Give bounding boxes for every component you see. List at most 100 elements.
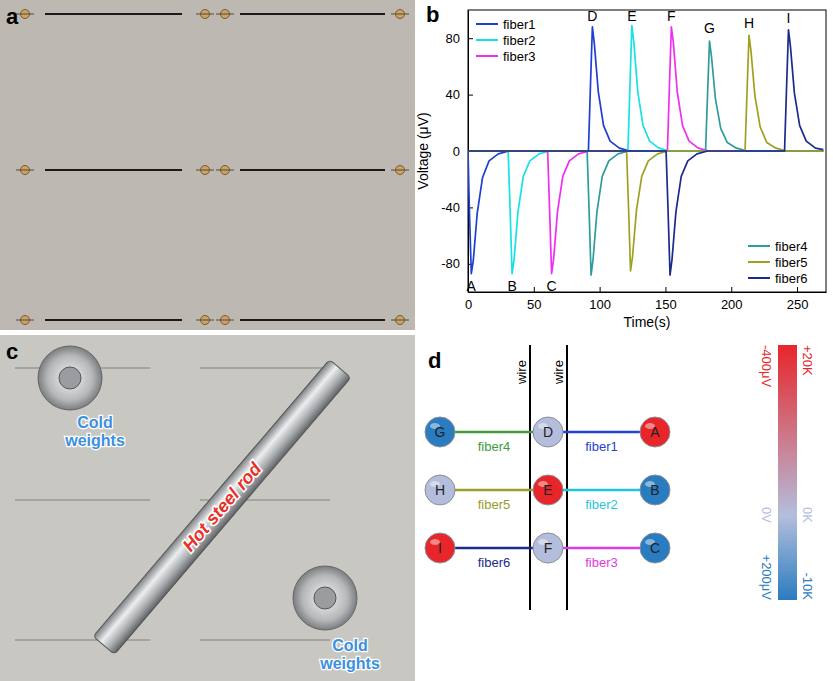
fiber-edge: [440, 431, 548, 434]
legend-swatch: [476, 23, 498, 25]
knot-thread: [391, 170, 409, 171]
colorbar-temperature-label: 0K: [800, 507, 815, 523]
x-tick-label: 100: [589, 297, 611, 312]
photo-background: [0, 0, 415, 330]
panel-b: 0 50 100 150 200 250 -80 -40 0 40 80 Time(s) Voltage…: [415, 8, 827, 330]
colorbar-voltage-label: 0V: [759, 507, 774, 523]
legend-label: fiber6: [775, 271, 808, 286]
panel-letter: c: [6, 339, 18, 364]
y-tick-label: -40: [441, 200, 460, 215]
fiber-label: fiber6: [478, 555, 511, 570]
knot-thread: [16, 320, 34, 321]
series-line: [468, 30, 823, 275]
spike-label: E: [627, 8, 636, 24]
stitched-fiber: [45, 169, 182, 171]
fiber-label: fiber5: [478, 497, 511, 512]
stitched-fiber: [200, 368, 330, 369]
x-axis-line: [469, 292, 827, 293]
y-tick: -80: [441, 256, 473, 271]
knot-thread: [391, 14, 409, 15]
x-tick: 250: [787, 287, 809, 312]
x-tick-label: 50: [527, 297, 541, 312]
wire: [566, 345, 568, 610]
stitched-fiber: [15, 640, 150, 641]
legend-label: fiber1: [503, 17, 536, 32]
y-tick: -40: [441, 200, 473, 215]
knot-thread: [196, 320, 214, 321]
node: [425, 475, 455, 505]
series-lines: [468, 26, 823, 276]
weight-label: Coldweights: [64, 414, 125, 449]
weight-label-line: Cold: [332, 637, 368, 654]
node-label: E: [543, 482, 552, 498]
wire-label: wire: [551, 360, 566, 385]
legend-label: fiber5: [775, 255, 808, 270]
knot-thread: [196, 14, 214, 15]
stitched-fiber: [45, 13, 182, 15]
legend-label: fiber2: [503, 33, 536, 48]
panel-letter: d: [428, 348, 441, 373]
x-tick-mark: [797, 287, 798, 292]
weight-label-line: Cold: [77, 414, 113, 431]
legend-swatch: [476, 55, 498, 57]
stitched-fiber: [240, 319, 385, 321]
y-tick-label: 80: [446, 31, 460, 46]
x-tick-label: 200: [721, 297, 743, 312]
knot-thread: [216, 14, 234, 15]
x-tick: 50: [527, 287, 541, 312]
x-tick: 100: [589, 287, 611, 312]
y-tick-label: 0: [453, 144, 460, 159]
stitched-fiber: [45, 319, 182, 321]
fiber-label: fiber1: [585, 439, 618, 454]
weight-knob: [314, 587, 336, 609]
stitched-fiber: [240, 13, 385, 15]
x-tick-label: 0: [465, 297, 472, 312]
fiber-edge: [440, 547, 548, 550]
y-axis-title: Voltage (μV): [415, 112, 431, 189]
node: [533, 533, 563, 563]
knot-thread: [216, 170, 234, 171]
weight: [293, 566, 357, 630]
weight-label-line: weights: [319, 655, 380, 672]
annotations: ABCDEFGHI: [467, 8, 791, 294]
rod-label: Hot steel rod: [179, 458, 266, 555]
node-label: C: [650, 540, 660, 556]
panel-d: wirewirefiber4fiber1fiber5fiber2fiber6fi…: [425, 345, 815, 610]
y-tick: 80: [446, 31, 473, 46]
node: [533, 417, 563, 447]
y-tick-label: 40: [446, 87, 460, 102]
x-tick-label: 250: [787, 297, 809, 312]
x-axis-title: Time(s): [624, 314, 671, 330]
stitched-fiber: [15, 500, 150, 501]
colorbar-voltage-label: -400μV: [759, 345, 774, 388]
y-tick-label: -80: [441, 256, 460, 271]
colorbar: [778, 345, 797, 600]
weight: [38, 346, 102, 410]
node-label: H: [435, 482, 445, 498]
stitched-fiber: [200, 640, 330, 641]
weight-label-line: weights: [64, 432, 125, 449]
weight-label: Coldweights: [319, 637, 380, 672]
node: [640, 417, 670, 447]
panel-a: [0, 0, 415, 330]
legend: fiber4fiber5fiber6: [748, 239, 808, 286]
panel-c: Hot steel rodColdweightsColdweights: [0, 335, 415, 681]
spike-label: F: [667, 8, 676, 24]
node: [533, 475, 563, 505]
colorbar-temperature-label: -10K: [800, 573, 815, 601]
spike-label: G: [704, 20, 715, 36]
legend-swatch: [748, 261, 770, 263]
node-label: G: [435, 424, 446, 440]
knot-thread: [196, 170, 214, 171]
spike-label: D: [587, 8, 597, 24]
wire: [529, 345, 531, 610]
fiber-label: fiber4: [478, 439, 511, 454]
spike-label: C: [547, 278, 557, 294]
legend-label: fiber3: [503, 49, 536, 64]
x-tick: 150: [655, 287, 677, 312]
figure: Hot steel rodColdweightsColdweights05010…: [0, 0, 833, 681]
spike-label: I: [787, 10, 791, 26]
spike-label: B: [507, 278, 516, 294]
knot-thread: [391, 320, 409, 321]
x-tick-mark: [665, 287, 666, 292]
